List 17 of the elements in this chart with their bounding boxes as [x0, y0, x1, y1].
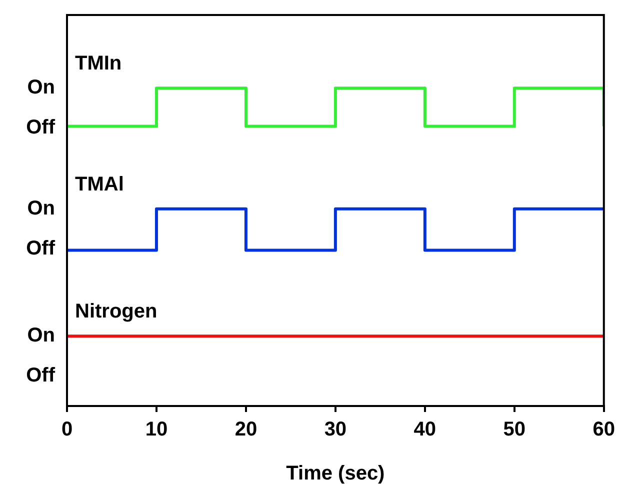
x-axis-title: Time (sec) [286, 462, 385, 485]
x-tick-label: 50 [503, 418, 526, 441]
x-tick-label: 20 [234, 418, 258, 441]
text: On [27, 324, 55, 347]
text: On [27, 76, 55, 99]
series-label: TMIn [75, 52, 122, 75]
text: Off [26, 116, 56, 139]
x-tick-label: 10 [145, 418, 168, 441]
series-label: TMAl [75, 173, 124, 196]
x-tick-label: 60 [592, 418, 615, 441]
text: Off [26, 237, 56, 260]
x-tick-label: 30 [324, 418, 347, 441]
x-tick-label: 0 [61, 418, 73, 441]
text: On [27, 197, 55, 220]
text: Off [26, 364, 56, 387]
series-label: Nitrogen [75, 300, 158, 323]
x-tick-label: 40 [414, 418, 436, 441]
